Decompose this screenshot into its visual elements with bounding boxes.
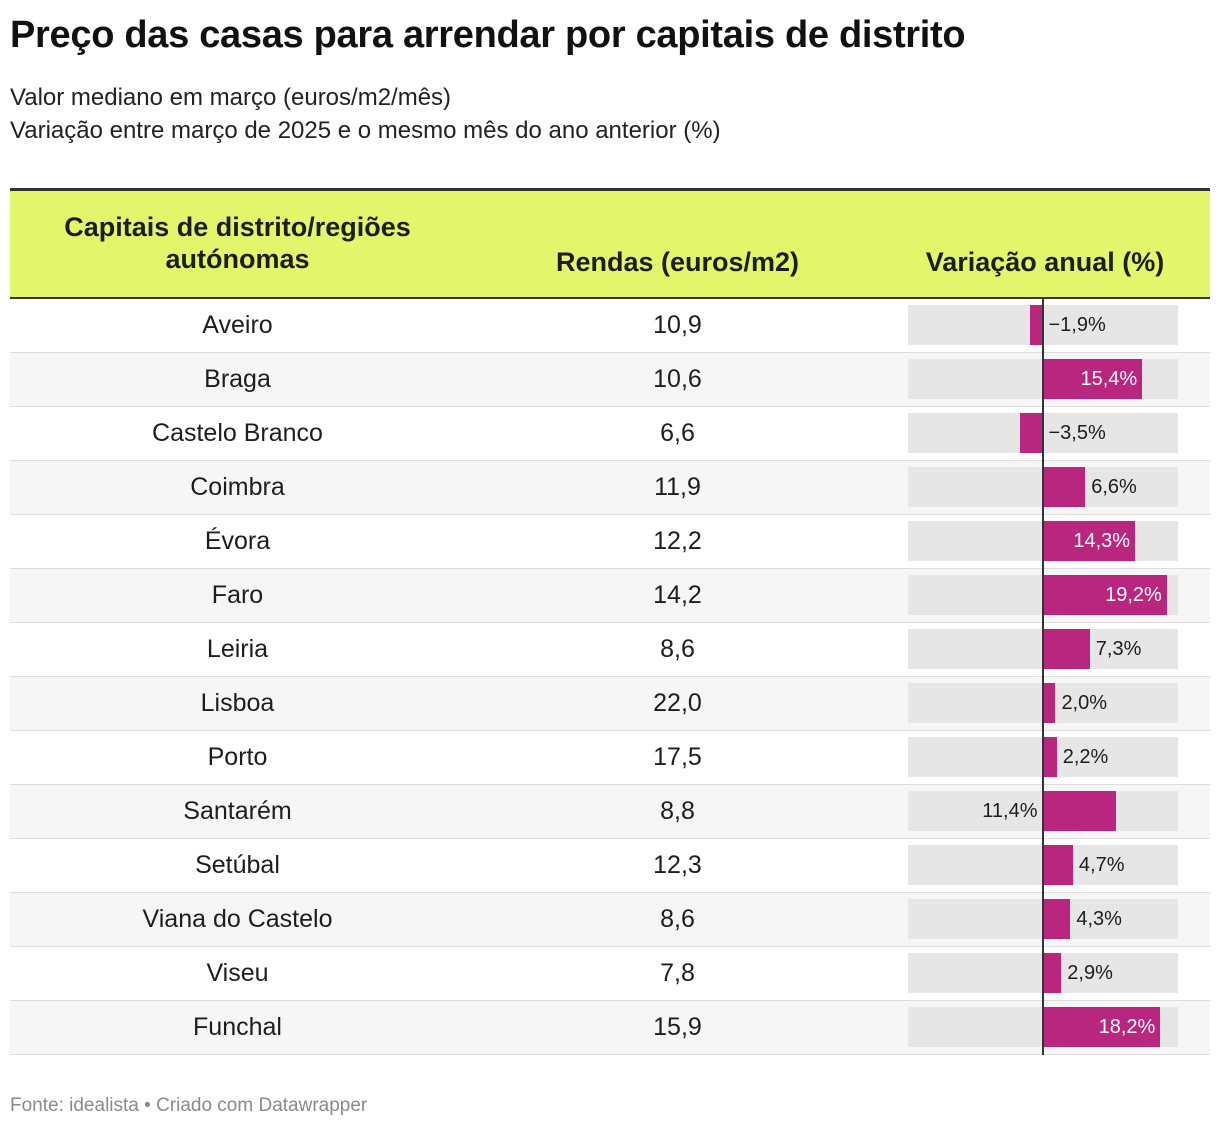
variation-bar[interactable] [1042, 953, 1062, 993]
cell-city: Castelo Branco [152, 419, 323, 447]
cell-city: Aveiro [202, 311, 273, 339]
variation-label: 2,2% [1062, 746, 1109, 768]
variation-label: 4,3% [1076, 908, 1122, 930]
column-header-rent[interactable]: Rendas (euros/m2) [555, 247, 800, 277]
cell-rent: 10,9 [653, 311, 702, 339]
variation-bar[interactable] [1042, 791, 1117, 831]
table-row: Setúbal 12,3 4,7% [10, 839, 1210, 893]
variation-label: 15,4% [1080, 368, 1138, 390]
cell-rent: 14,2 [653, 581, 702, 609]
chart-subtitle-line-1: Valor mediano em março (euros/m2/mês) [10, 84, 452, 111]
variation-bar[interactable] [1042, 359, 1143, 399]
cell-city: Porto [207, 743, 268, 771]
source-footer: Fonte: idealista • Criado com Datawrappe… [10, 1095, 368, 1116]
table-row: Funchal 15,9 18,2% [10, 1001, 1210, 1055]
variation-bar[interactable] [1042, 737, 1057, 777]
variation-bar[interactable] [1042, 683, 1056, 723]
table-row: Aveiro 10,9 −1,9% [10, 299, 1210, 353]
cell-rent: 11,9 [654, 473, 701, 501]
variation-bar[interactable] [1019, 413, 1043, 453]
table-row: Viana do Castelo 8,6 4,3% [10, 893, 1210, 947]
cell-rent: 8,6 [660, 635, 695, 663]
cell-rent: 8,6 [660, 905, 695, 933]
chart-title: Preço das casas para arrendar por capita… [10, 14, 966, 56]
table-row: Castelo Branco 6,6 −3,5% [10, 407, 1210, 461]
cell-rent: 6,6 [660, 419, 695, 447]
variation-label: 7,3% [1095, 638, 1142, 660]
cell-city: Faro [211, 581, 264, 609]
table-row: Leiria 8,6 7,3% [10, 623, 1210, 677]
variation-label: 2,9% [1067, 962, 1113, 984]
cell-city: Santarém [183, 797, 292, 825]
table-row: Évora 12,2 14,3% [10, 515, 1210, 569]
cell-rent: 15,9 [653, 1013, 702, 1041]
variation-bar[interactable] [1042, 899, 1071, 939]
cell-city: Lisboa [200, 689, 275, 717]
cell-city: Évora [204, 527, 271, 555]
cell-city: Leiria [206, 635, 269, 663]
column-header-city[interactable]: Capitais de distrito/regiões autónomas [64, 212, 411, 274]
bar-zero-axis [1042, 299, 1044, 1055]
variation-label: 19,2% [1105, 584, 1162, 606]
variation-bar[interactable] [1042, 467, 1086, 507]
variation-bar[interactable] [1042, 575, 1167, 615]
variation-label: −3,5% [1048, 422, 1106, 444]
variation-bar[interactable] [1042, 629, 1090, 669]
table-row: Braga 10,6 15,4% [10, 353, 1210, 407]
variation-label: 11,4% [982, 800, 1038, 822]
table-row: Lisboa 22,0 2,0% [10, 677, 1210, 731]
table-row: Viseu 7,8 2,9% [10, 947, 1210, 1001]
cell-city: Viseu [206, 959, 269, 987]
cell-city: Viana do Castelo [142, 905, 333, 933]
cell-city: Braga [204, 365, 271, 393]
variation-bar[interactable] [1042, 845, 1073, 885]
table-body: Aveiro 10,9 −1,9% Braga 10,6 15,4% Castelo Bra… [10, 299, 1210, 1055]
cell-city: Setúbal [195, 851, 280, 879]
cell-rent: 10,6 [653, 365, 702, 393]
table-header: Capitais de distrito/regiões autónomas R… [10, 188, 1210, 299]
variation-label: 14,3% [1073, 530, 1131, 552]
table-row: Porto 17,5 2,2% [10, 731, 1210, 785]
data-table: Capitais de distrito/regiões autónomas R… [10, 188, 1210, 1055]
variation-label: 18,2% [1098, 1016, 1156, 1038]
variation-label: 2,0% [1061, 692, 1108, 714]
variation-bar[interactable] [1030, 305, 1043, 345]
cell-rent: 12,3 [653, 851, 702, 879]
table-row: Coimbra 11,9 6,6% [10, 461, 1210, 515]
variation-label: 6,6% [1091, 476, 1137, 498]
variation-label: −1,9% [1048, 314, 1106, 336]
cell-rent: 7,8 [660, 959, 695, 987]
variation-bar[interactable] [1042, 1007, 1161, 1047]
cell-rent: 22,0 [653, 689, 702, 717]
cell-rent: 12,2 [653, 527, 702, 555]
cell-city: Coimbra [190, 473, 285, 501]
variation-bar[interactable] [1042, 521, 1136, 561]
table-row: Faro 14,2 19,2% [10, 569, 1210, 623]
variation-label: 4,7% [1078, 854, 1125, 876]
chart-subtitle-line-2: Variação entre março de 2025 e o mesmo m… [10, 117, 721, 144]
column-header-variation[interactable]: Variação anual (%) [925, 247, 1165, 277]
cell-rent: 8,8 [660, 797, 695, 825]
table-row: Santarém 8,8 11,4% [10, 785, 1210, 839]
cell-rent: 17,5 [653, 743, 702, 771]
cell-city: Funchal [193, 1013, 282, 1041]
